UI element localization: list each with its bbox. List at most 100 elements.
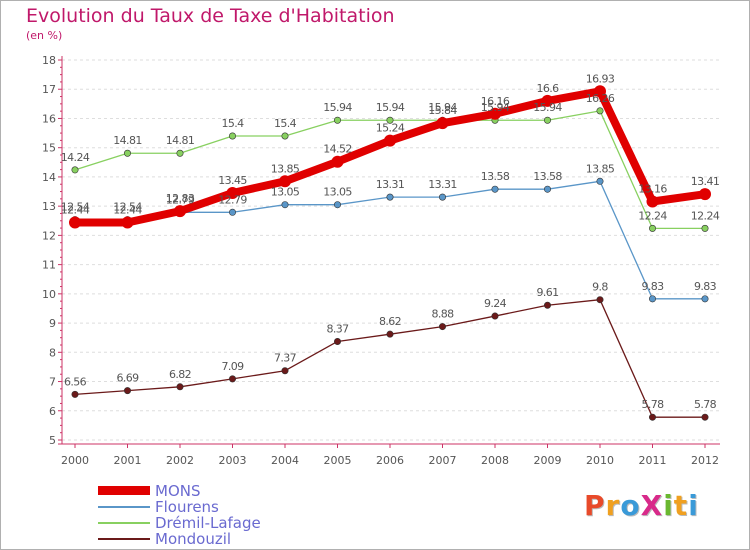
legend-item-flourens: Flourens — [98, 498, 338, 516]
x-tick-label-2011: 2011 — [639, 454, 667, 467]
data-label-mondouzil-2004: 7.37 — [274, 352, 297, 365]
chart-subtitle: (en %) — [26, 29, 63, 42]
data-point-mondouzil-2008 — [491, 312, 499, 320]
data-label-mons-2001: 12.44 — [113, 204, 142, 217]
logo-letter: i — [663, 489, 674, 522]
data-point-flourens-2007 — [438, 193, 446, 201]
data-label-mons-2002: 12.83 — [166, 192, 195, 205]
logo-letter: o — [620, 489, 641, 522]
data-point-dremil-lafage-2012 — [701, 224, 709, 232]
data-point-mons-2012 — [699, 188, 711, 201]
data-point-mondouzil-2011 — [648, 413, 656, 421]
y-tick-label-15: 15 — [42, 142, 56, 155]
data-point-mondouzil-2002 — [176, 383, 184, 391]
data-label-dremil-lafage-2002: 14.81 — [166, 134, 195, 147]
data-label-mons-2009: 16.6 — [536, 82, 559, 95]
data-label-dremil-lafage-2000: 14.24 — [61, 151, 90, 164]
logo-letter: t — [673, 489, 689, 522]
data-label-flourens-2000: 12.54 — [61, 201, 90, 214]
y-tick-label-10: 10 — [42, 288, 56, 301]
data-point-dremil-lafage-2009 — [543, 116, 551, 124]
data-point-mons-2009 — [541, 94, 554, 107]
y-tick-label-7: 7 — [49, 376, 56, 389]
data-label-dremil-lafage-2005: 15.94 — [323, 101, 352, 114]
x-tick-label-2005: 2005 — [324, 454, 352, 467]
x-tick-label-2003: 2003 — [219, 454, 247, 467]
data-label-mondouzil-2005: 8.37 — [326, 322, 349, 335]
y-tick-label-8: 8 — [49, 346, 56, 359]
x-tick-label-2007: 2007 — [429, 454, 457, 467]
data-point-mons-2001 — [121, 216, 134, 229]
data-point-dremil-lafage-2011 — [648, 224, 656, 232]
y-tick-label-12: 12 — [42, 229, 56, 242]
y-tick-label-18: 18 — [42, 54, 56, 67]
data-point-dremil-lafage-2006 — [386, 116, 394, 124]
data-point-mondouzil-2005 — [333, 337, 341, 345]
data-label-mons-2000: 12.44 — [61, 204, 90, 217]
data-point-mondouzil-2007 — [438, 323, 446, 331]
data-label-mons-2007: 15.84 — [428, 104, 457, 117]
x-tick-label-2004: 2004 — [271, 454, 299, 467]
data-point-mondouzil-2000 — [71, 390, 79, 398]
data-label-mondouzil-2002: 6.82 — [169, 368, 191, 381]
data-point-flourens-2009 — [543, 185, 551, 193]
x-tick-label-2008: 2008 — [481, 454, 509, 467]
data-point-mons-2000 — [69, 216, 81, 229]
chart-title: Evolution du Taux de Taxe d'Habitation — [26, 5, 395, 27]
data-point-mons-2010 — [594, 85, 606, 98]
data-point-flourens-2004 — [281, 201, 289, 209]
data-point-flourens-2011 — [648, 295, 656, 303]
data-point-dremil-lafage-2002 — [176, 149, 184, 157]
legend-swatch-mons — [98, 486, 150, 495]
data-label-mons-2008: 16.16 — [481, 95, 510, 108]
data-label-mondouzil-2008: 9.24 — [484, 297, 507, 310]
legend-label-mons: MONS — [155, 482, 201, 500]
data-label-flourens-2002: 12.79 — [166, 193, 195, 206]
legend-swatch-mondouzil — [98, 538, 150, 540]
x-tick-label-2000: 2000 — [61, 454, 89, 467]
data-point-flourens-2003 — [229, 208, 237, 216]
data-label-flourens-2005: 13.05 — [323, 186, 352, 199]
data-label-mons-2004: 13.85 — [271, 162, 300, 175]
data-label-flourens-2010: 13.85 — [586, 162, 615, 175]
data-label-flourens-2006: 13.31 — [376, 178, 405, 191]
y-tick-label-13: 13 — [42, 200, 56, 213]
legend-item-mons: MONS — [98, 482, 338, 500]
data-label-mons-2006: 15.24 — [376, 122, 405, 135]
data-point-mondouzil-2001 — [124, 387, 132, 395]
data-label-dremil-lafage-2003: 15.4 — [221, 117, 244, 130]
data-point-mons-2004 — [279, 175, 291, 188]
data-label-mondouzil-2006: 8.62 — [379, 315, 401, 328]
data-label-mons-2011: 13.16 — [638, 182, 667, 195]
x-tick-label-2010: 2010 — [586, 454, 614, 467]
data-point-mons-2002 — [174, 205, 186, 218]
data-label-mondouzil-2001: 6.69 — [116, 372, 139, 385]
data-label-dremil-lafage-2006: 15.94 — [376, 101, 405, 114]
logo-letter: P — [584, 489, 606, 522]
data-point-flourens-2005 — [333, 201, 341, 209]
x-tick-label-2001: 2001 — [114, 454, 142, 467]
data-label-dremil-lafage-2011: 12.24 — [638, 209, 667, 222]
data-label-mondouzil-2011: 5.78 — [641, 398, 664, 411]
x-tick-label-2009: 2009 — [534, 454, 562, 467]
data-point-flourens-2012 — [701, 295, 709, 303]
proxiti-logo: ProXiti — [584, 489, 699, 522]
data-point-dremil-lafage-2000 — [71, 166, 79, 174]
y-tick-label-5: 5 — [49, 434, 56, 447]
data-label-flourens-2007: 13.31 — [428, 178, 457, 191]
data-label-flourens-2003: 12.79 — [218, 193, 247, 206]
data-point-mondouzil-2004 — [281, 367, 289, 375]
data-label-mons-2005: 14.52 — [323, 143, 352, 156]
data-point-mons-2011 — [646, 195, 659, 208]
data-point-dremil-lafage-2001 — [124, 149, 132, 157]
data-point-mons-2006 — [384, 134, 396, 147]
data-label-dremil-lafage-2008: 15.94 — [481, 101, 510, 114]
data-label-flourens-2001: 12.54 — [113, 201, 142, 214]
data-label-mons-2003: 13.45 — [218, 174, 247, 187]
logo-letter: r — [605, 489, 621, 522]
legend-item-dremil-lafage: Drémil-Lafage — [98, 514, 338, 532]
logo-letter: i — [688, 489, 699, 522]
data-point-flourens-2006 — [386, 193, 394, 201]
data-point-mons-2007 — [436, 117, 449, 130]
